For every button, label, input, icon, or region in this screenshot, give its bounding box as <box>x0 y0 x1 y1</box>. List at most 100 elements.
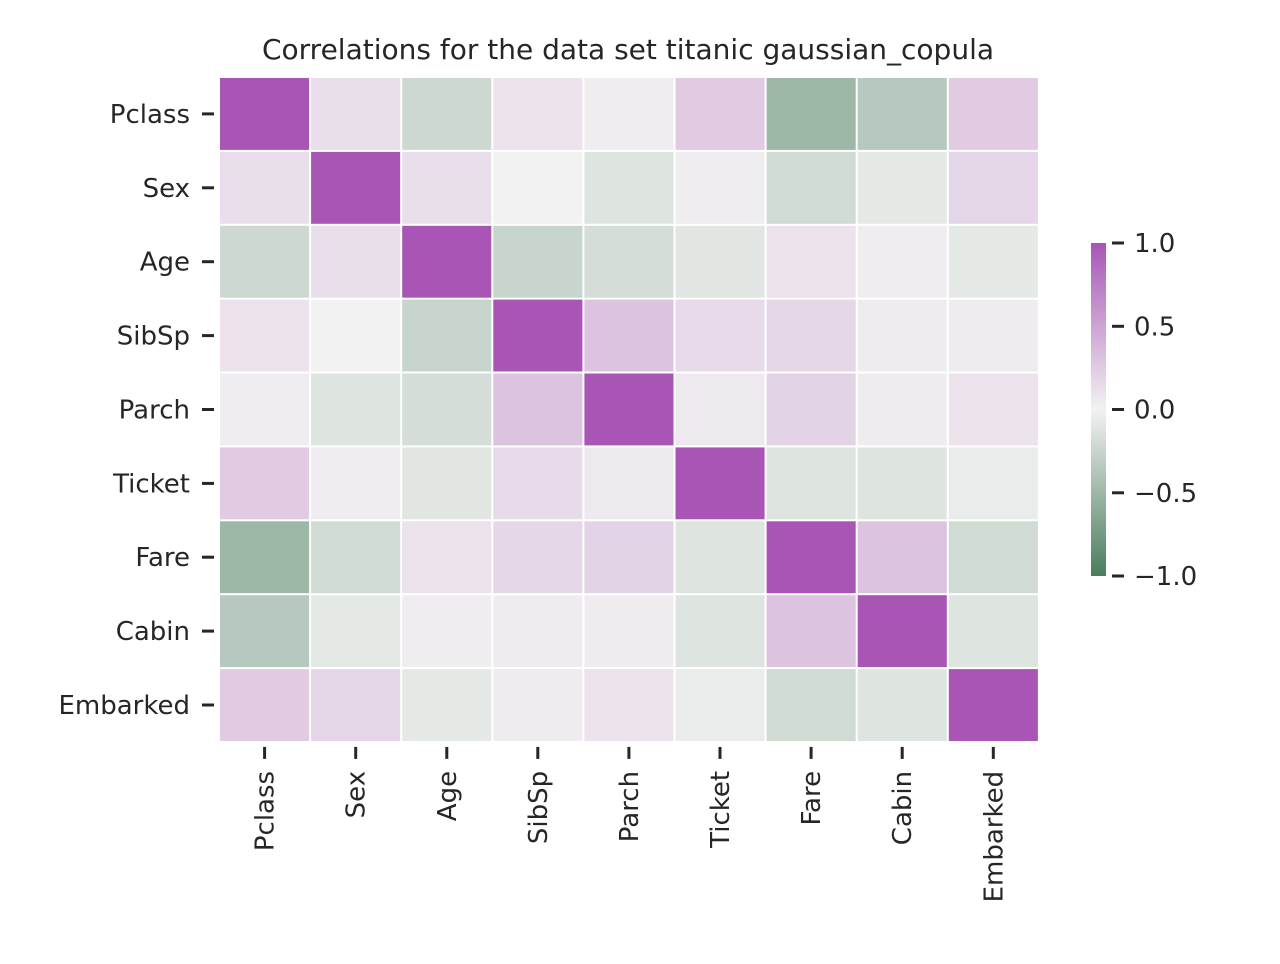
heatmap-cell-sex-cabin <box>857 151 947 224</box>
heatmap-cell-sibsp-cabin <box>857 299 947 372</box>
heatmap-cell-sibsp-age <box>402 299 492 372</box>
heatmap-cell-parch-cabin <box>857 373 947 446</box>
heatmap-cell-ticket-ticket <box>675 447 765 520</box>
heatmap-cell-ticket-sex <box>311 447 401 520</box>
heatmap-cell-fare-sibsp <box>493 521 583 594</box>
y-tick-label-embarked: Embarked <box>58 691 190 721</box>
heatmap-cell-parch-age <box>402 373 492 446</box>
heatmap-cell-ticket-embarked <box>948 447 1038 520</box>
heatmap-cell-pclass-parch <box>584 78 674 150</box>
heatmap-cell-parch-sex <box>311 373 401 446</box>
heatmap-cell-sibsp-parch <box>584 299 674 372</box>
heatmap-cell-age-parch <box>584 225 674 298</box>
heatmap-cell-parch-sibsp <box>493 373 583 446</box>
heatmap-cell-parch-embarked <box>948 373 1038 446</box>
x-tick-label-fare: Fare <box>797 771 827 826</box>
heatmap-cell-age-cabin <box>857 225 947 298</box>
x-tick-label-cabin: Cabin <box>888 771 918 845</box>
heatmap-cell-sex-fare <box>766 151 856 224</box>
y-tick-label-ticket: Ticket <box>112 469 190 499</box>
y-tick-label-sibsp: SibSp <box>117 322 190 352</box>
colorbar-tick-label-1: 0.5 <box>1134 312 1175 342</box>
y-tick-label-cabin: Cabin <box>116 617 190 647</box>
colorbar-tick-label-4: −1.0 <box>1134 562 1197 592</box>
x-tick-label-pclass: Pclass <box>251 771 281 851</box>
heatmap-cell-pclass-sex <box>311 78 401 150</box>
colorbar-gradient <box>1091 243 1106 576</box>
heatmap-cell-embarked-sex <box>311 669 401 741</box>
heatmap-cell-embarked-parch <box>584 669 674 741</box>
heatmap-cell-fare-sex <box>311 521 401 594</box>
heatmap-cell-cabin-embarked <box>948 595 1038 668</box>
heatmap-cell-fare-parch <box>584 521 674 594</box>
heatmap-cell-sibsp-ticket <box>675 299 765 372</box>
heatmap-cell-sex-pclass <box>220 151 310 224</box>
x-tick-label-ticket: Ticket <box>706 771 736 849</box>
x-tick-label-parch: Parch <box>615 771 645 842</box>
heatmap-cell-fare-age <box>402 521 492 594</box>
heatmap-cell-sibsp-sibsp <box>493 299 583 372</box>
heatmap-cell-cabin-cabin <box>857 595 947 668</box>
heatmap-cell-ticket-cabin <box>857 447 947 520</box>
heatmap-cell-ticket-age <box>402 447 492 520</box>
heatmap-cell-age-ticket <box>675 225 765 298</box>
x-tick-label-sibsp: SibSp <box>524 771 554 844</box>
heatmap-cell-age-sibsp <box>493 225 583 298</box>
heatmap-cell-fare-ticket <box>675 521 765 594</box>
colorbar-tick-label-2: 0.0 <box>1134 396 1175 426</box>
heatmap-cell-cabin-sex <box>311 595 401 668</box>
heatmap-cell-cabin-fare <box>766 595 856 668</box>
colorbar-tick-label-0: 1.0 <box>1134 229 1175 259</box>
x-axis: Pclass Sex Age SibSp Parch Ticket Fare Cabin Emb… <box>251 746 1009 902</box>
heatmap-cell-parch-pclass <box>220 373 310 446</box>
heatmap-cell-fare-cabin <box>857 521 947 594</box>
chart-title: Correlations for the data set titanic ga… <box>262 33 994 66</box>
heatmap-cell-fare-embarked <box>948 521 1038 594</box>
heatmap-cell-age-embarked <box>948 225 1038 298</box>
x-tick-label-sex: Sex <box>342 771 372 818</box>
y-tick-label-fare: Fare <box>135 543 190 573</box>
heatmap-cell-cabin-parch <box>584 595 674 668</box>
heatmap-cell-parch-parch <box>584 373 674 446</box>
heatmap-cell-pclass-age <box>402 78 492 150</box>
heatmap-cell-ticket-pclass <box>220 447 310 520</box>
heatmap-cell-sex-sibsp <box>493 151 583 224</box>
heatmap-cell-pclass-cabin <box>857 78 947 150</box>
heatmap-cells <box>220 78 1038 741</box>
heatmap-cell-embarked-sibsp <box>493 669 583 741</box>
heatmap-cell-sex-ticket <box>675 151 765 224</box>
y-tick-label-age: Age <box>140 248 190 278</box>
y-tick-label-parch: Parch <box>119 396 190 426</box>
heatmap-cell-ticket-sibsp <box>493 447 583 520</box>
heatmap-cell-cabin-pclass <box>220 595 310 668</box>
heatmap-cell-pclass-pclass <box>220 78 310 150</box>
colorbar: 1.0 0.5 0.0 −0.5 −1.0 <box>1091 229 1197 592</box>
heatmap-cell-pclass-fare <box>766 78 856 150</box>
heatmap-cell-sex-age <box>402 151 492 224</box>
heatmap-cell-pclass-ticket <box>675 78 765 150</box>
x-tick-label-age: Age <box>433 771 463 821</box>
heatmap-cell-pclass-embarked <box>948 78 1038 150</box>
heatmap-cell-cabin-ticket <box>675 595 765 668</box>
heatmap-cell-fare-fare <box>766 521 856 594</box>
heatmap-cell-pclass-sibsp <box>493 78 583 150</box>
heatmap-cell-embarked-embarked <box>948 669 1038 741</box>
heatmap-cell-age-pclass <box>220 225 310 298</box>
heatmap-cell-ticket-parch <box>584 447 674 520</box>
heatmap-cell-sibsp-sex <box>311 299 401 372</box>
heatmap-cell-embarked-cabin <box>857 669 947 741</box>
heatmap-cell-parch-fare <box>766 373 856 446</box>
y-axis: Pclass Sex Age SibSp Parch Ticket Fare Cabin Emb… <box>58 100 214 721</box>
heatmap-cell-sex-embarked <box>948 151 1038 224</box>
colorbar-tick-label-3: −0.5 <box>1134 479 1197 509</box>
y-tick-label-sex: Sex <box>143 174 190 204</box>
heatmap-cell-cabin-sibsp <box>493 595 583 668</box>
heatmap-cell-embarked-fare <box>766 669 856 741</box>
heatmap-cell-parch-ticket <box>675 373 765 446</box>
heatmap-cell-ticket-fare <box>766 447 856 520</box>
heatmap-cell-cabin-age <box>402 595 492 668</box>
heatmap-cell-sibsp-pclass <box>220 299 310 372</box>
heatmap-cell-sibsp-fare <box>766 299 856 372</box>
